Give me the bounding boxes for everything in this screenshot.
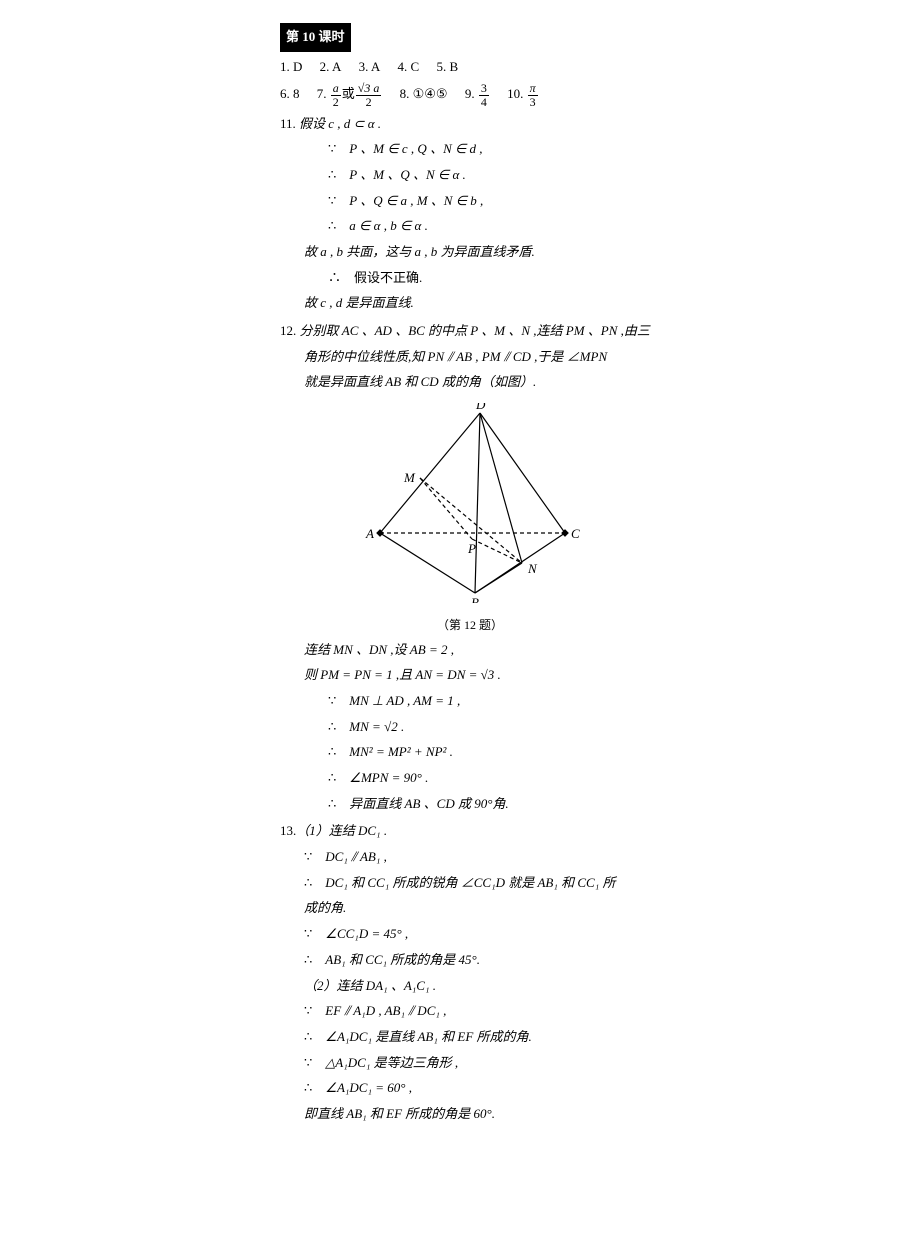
q13-line: 13.（1）连结 DC₁ . [280,819,660,844]
q11-step: 故 c , d 是异面直线. [280,291,660,316]
q12-step: 则 PM = PN = 1 ,且 AN = DN = √3 . [280,663,660,688]
q13-step: ∠A₁DC₁ = 60° , [325,1080,412,1095]
q12-line: 角形的中位线性质,知 PN ⫽ AB , PM ⫽ CD ,于是 ∠MPN [280,345,660,370]
because-icon [304,849,312,864]
q13-step: 成的角. [280,896,660,921]
because-icon [328,693,336,708]
q13-step: ∠A₁DC₁ 是直线 AB₁ 和 EF 所成的角. [325,1029,531,1044]
q13-step: 即直线 AB₁ 和 EF 所成的角是 60°. [280,1102,660,1127]
q11-step: P 、Q ∈ a , M 、N ∈ b , [349,193,483,208]
q11-step: a ∈ α , b ∈ α . [349,218,428,233]
therefore-icon [328,218,336,233]
therefore-icon [328,719,336,734]
therefore-icon [304,1029,312,1044]
q12-caption: （第 12 题） [280,614,660,637]
answers-row-2: 6. 8 7. a2或√3 a2 8. ①④⑤ 9. 34 10. π3 [280,82,660,108]
q13-step: AB₁ 和 CC₁ 所成的角是 45°. [325,952,480,967]
q13-step: △A₁DC₁ 是等边三角形 , [325,1055,458,1070]
therefore-icon [304,952,312,967]
because-icon [304,1055,312,1070]
q12-step: MN ⊥ AD , AM = 1 , [349,693,460,708]
therefore-icon [328,796,336,811]
because-icon [304,1003,312,1018]
q13-step: （2）连结 DA₁ 、A₁C₁ . [280,974,660,999]
q12-step: MN² = MP² + NP² . [349,744,453,759]
svg-text:C: C [571,526,580,541]
svg-text:D: D [475,403,486,412]
because-icon [328,193,336,208]
q13-step: DC₁ ⫽ AB₁ , [325,849,387,864]
q12-figure: D A C B M P N [280,403,660,612]
svg-text:B: B [471,595,479,603]
because-icon [328,141,336,156]
q12-step: 异面直线 AB 、CD 成 90°角. [349,796,508,811]
q11-step: 假设不正确. [354,270,422,285]
therefore-icon [304,875,312,890]
q11-line: 11. 假设 c , d ⊂ α . [280,112,660,137]
svg-text:M: M [403,470,416,485]
lesson-badge: 第 10 课时 [280,23,351,52]
q12-line: 就是异面直线 AB 和 CD 成的角（如图）. [280,370,660,395]
therefore-icon [328,770,336,785]
therefore-icon [328,167,336,182]
svg-text:N: N [527,561,538,576]
because-icon [304,926,312,941]
answers-row-1: 1. D 2. A 3. A 4. C 5. B [280,55,660,80]
q12-line: 12. 分别取 AC 、AD 、BC 的中点 P 、M 、N ,连结 PM 、P… [280,319,660,344]
q11-step: 故 a , b 共面，这与 a , b 为异面直线矛盾. [280,240,660,265]
q12-step: 连结 MN 、DN ,设 AB = 2 , [280,638,660,663]
therefore-icon [304,1080,312,1095]
svg-text:P: P [467,541,476,556]
therefore-icon [328,270,341,285]
svg-text:A: A [365,526,374,541]
therefore-icon [328,744,336,759]
q11-step: P 、M 、Q 、N ∈ α . [349,167,466,182]
q13-step: EF ⫽ A₁D , AB₁ ⫽ DC₁ , [325,1003,446,1018]
q13-step: DC₁ 和 CC₁ 所成的锐角 ∠CC₁D 就是 AB₁ 和 CC₁ 所 [325,875,615,890]
q12-step: ∠MPN = 90° . [349,770,428,785]
q13-step: ∠CC₁D = 45° , [325,926,408,941]
q12-step: MN = √2 . [349,719,404,734]
q11-step: P 、M ∈ c , Q 、N ∈ d , [349,141,482,156]
